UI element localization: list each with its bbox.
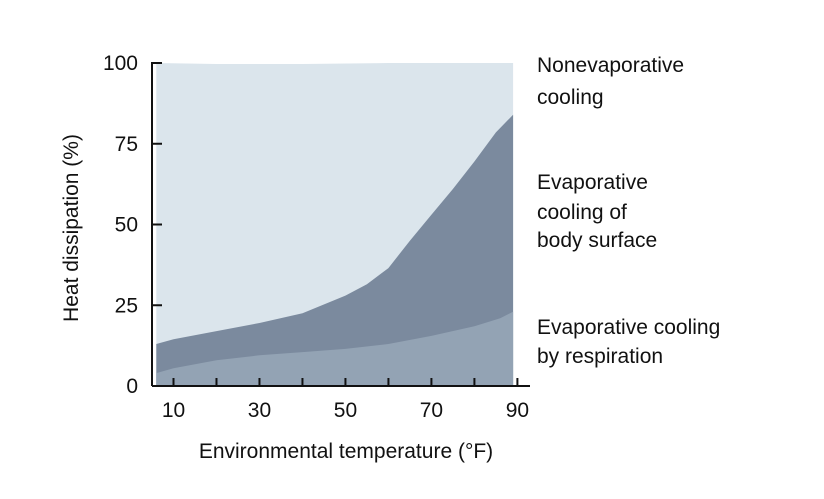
- area-respiration: [156, 311, 514, 386]
- x-tick-label-10: 10: [162, 399, 185, 422]
- region-label-respiration: Evaporative cooling by respiration: [537, 316, 726, 368]
- y-tick-label-75: 75: [115, 133, 138, 156]
- x-tick-label-30: 30: [248, 399, 271, 422]
- y-tick-label-100: 100: [103, 52, 138, 75]
- y-tick-label-0: 0: [126, 375, 138, 398]
- y-axis-title: Heat dissipation (%): [60, 134, 83, 322]
- label-layer: Environmental temperature (°F) Heat diss…: [60, 54, 726, 463]
- y-tick-label-25: 25: [115, 294, 138, 317]
- y-tick-label-50: 50: [115, 214, 138, 237]
- x-tick-label-90: 90: [506, 399, 529, 422]
- area-layer: [156, 63, 514, 386]
- region-label-nonevaporative: Nonevaporative cooling: [537, 54, 690, 109]
- x-tick-label-70: 70: [420, 399, 443, 422]
- x-axis-title: Environmental temperature (°F): [199, 440, 493, 463]
- axes-layer: 0 25 50 75 100 10 30 50 70 90: [103, 52, 530, 422]
- area-body-surface: [156, 114, 514, 386]
- x-tick-label-50: 50: [334, 399, 357, 422]
- region-label-body-surface: Evaporative cooling of body surface: [537, 171, 657, 252]
